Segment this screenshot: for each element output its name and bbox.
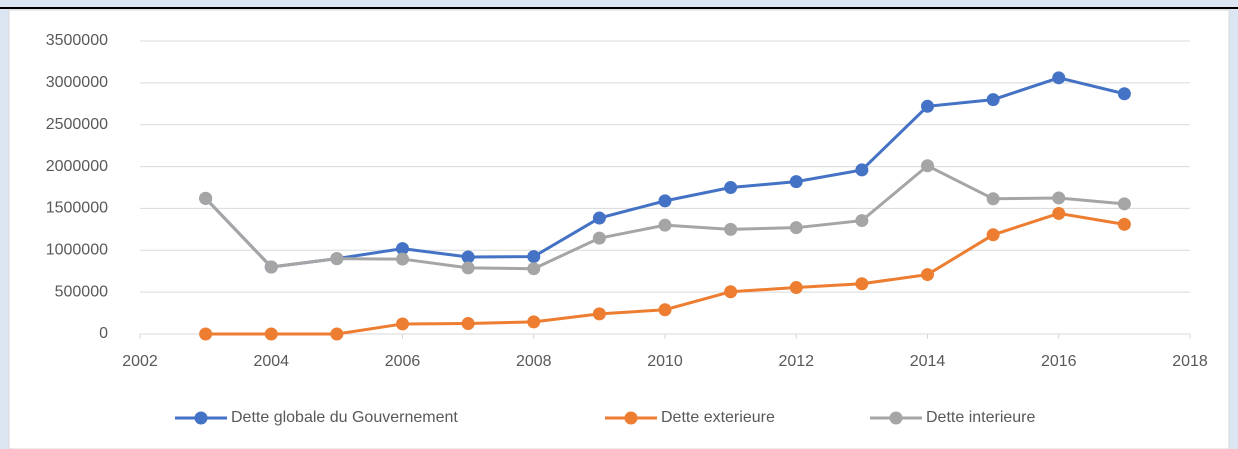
point: [199, 191, 213, 205]
y-tick-label: 3500000: [46, 32, 108, 49]
y-tick-label: 2000000: [46, 158, 108, 175]
point: [330, 252, 344, 266]
point: [1052, 191, 1066, 205]
point: [592, 211, 606, 225]
x-tick-label: 2010: [647, 353, 683, 370]
x-tick-label: 2016: [1041, 353, 1077, 370]
x-tick-label: 2004: [253, 353, 289, 370]
point: [855, 214, 869, 228]
point: [724, 285, 738, 299]
point: [396, 242, 409, 256]
point: [1117, 217, 1131, 231]
point: [789, 221, 803, 235]
x-tick-label: 2014: [910, 353, 946, 370]
point: [1117, 197, 1131, 211]
point: [330, 327, 344, 341]
point: [658, 218, 672, 232]
point: [1052, 206, 1066, 220]
point: [592, 307, 606, 321]
point: [264, 327, 278, 341]
point: [527, 315, 541, 329]
point: [855, 163, 869, 177]
point: [986, 228, 1000, 242]
legend-marker: [624, 411, 638, 425]
x-tick-label: 2008: [516, 353, 552, 370]
point: [527, 262, 541, 276]
point: [986, 192, 1000, 206]
y-tick-label: 3000000: [46, 74, 108, 91]
point: [461, 317, 475, 331]
point: [527, 250, 541, 264]
point: [855, 277, 869, 291]
point: [199, 327, 213, 341]
legend-label: Dette interieure: [926, 409, 1035, 426]
x-tick-label: 2002: [122, 353, 158, 370]
legend-marker: [194, 411, 208, 425]
point: [264, 260, 278, 274]
point: [724, 181, 738, 194]
y-tick-label: 2500000: [46, 116, 108, 133]
y-tick-label: 1000000: [46, 242, 108, 259]
point: [789, 281, 803, 295]
x-tick-label: 2018: [1172, 353, 1208, 370]
point: [1117, 87, 1131, 101]
point: [986, 93, 1000, 107]
point: [396, 252, 409, 266]
point: [1052, 71, 1066, 85]
y-tick-label: 0: [99, 325, 108, 342]
legend-label: Dette globale du Gouvernement: [231, 409, 458, 426]
point: [724, 222, 738, 236]
chart-area: [8, 9, 1230, 449]
y-tick-label: 1500000: [46, 200, 108, 217]
legend-label: Dette exterieure: [661, 409, 775, 426]
point: [461, 261, 475, 275]
point: [592, 231, 606, 245]
point: [396, 317, 409, 331]
y-tick-label: 500000: [55, 283, 108, 300]
point: [658, 303, 672, 317]
point: [921, 159, 934, 173]
point: [789, 175, 803, 189]
point: [461, 250, 475, 264]
x-tick-label: 2012: [778, 353, 814, 370]
point: [921, 99, 934, 113]
x-tick-label: 2006: [385, 353, 421, 370]
point: [921, 268, 934, 282]
point: [658, 194, 672, 208]
legend-marker: [889, 411, 903, 425]
